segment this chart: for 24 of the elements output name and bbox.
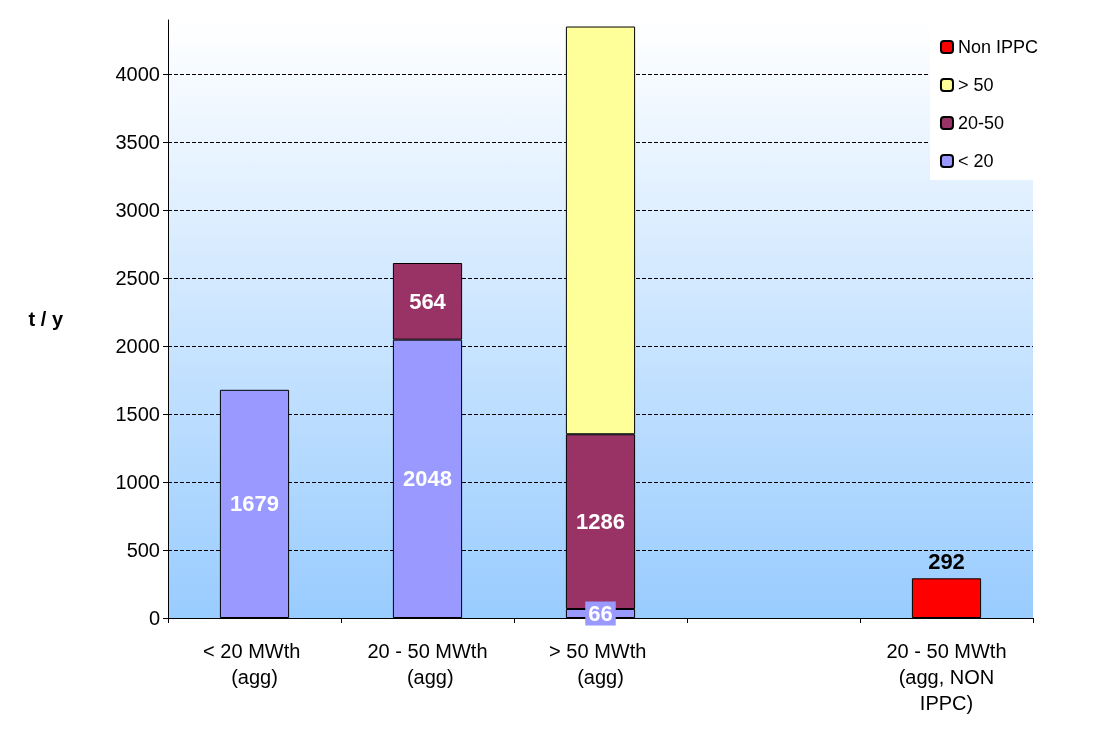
- legend-label: > 50: [957, 75, 994, 95]
- data-label: 66: [588, 601, 613, 627]
- data-label: 1679: [230, 491, 279, 517]
- y-tick-label: 3000: [115, 199, 160, 222]
- y-tick-label: 2000: [115, 335, 160, 358]
- x-tick-label: 20 - 50 MWth (agg, NON IPPC): [886, 640, 1007, 714]
- data-label: 2048: [403, 466, 452, 492]
- y-axis-title: t / y: [28, 308, 64, 330]
- data-label: 564: [409, 288, 447, 314]
- y-tick-label: 4000: [115, 63, 160, 86]
- y-tick-label: 3500: [115, 131, 160, 154]
- y-tick-label: 1500: [115, 403, 160, 426]
- data-label: 292: [928, 548, 965, 574]
- legend-label: Non IPPC: [957, 37, 1039, 57]
- legend-label: < 20: [957, 151, 994, 171]
- data-label: 1286: [576, 509, 625, 535]
- y-tick-label: 0: [148, 607, 160, 629]
- x-tick-label: 20 - 50 MWth (agg): [367, 640, 488, 688]
- y-tick-label: 1000: [115, 471, 160, 494]
- legend-label: 20-50: [957, 113, 1005, 133]
- y-tick-label: 2500: [115, 267, 160, 290]
- x-tick-label: > 50 MWth (agg): [549, 640, 652, 688]
- x-tick-label: < 20 MWth (agg): [203, 640, 306, 688]
- y-tick-label: 500: [126, 539, 160, 562]
